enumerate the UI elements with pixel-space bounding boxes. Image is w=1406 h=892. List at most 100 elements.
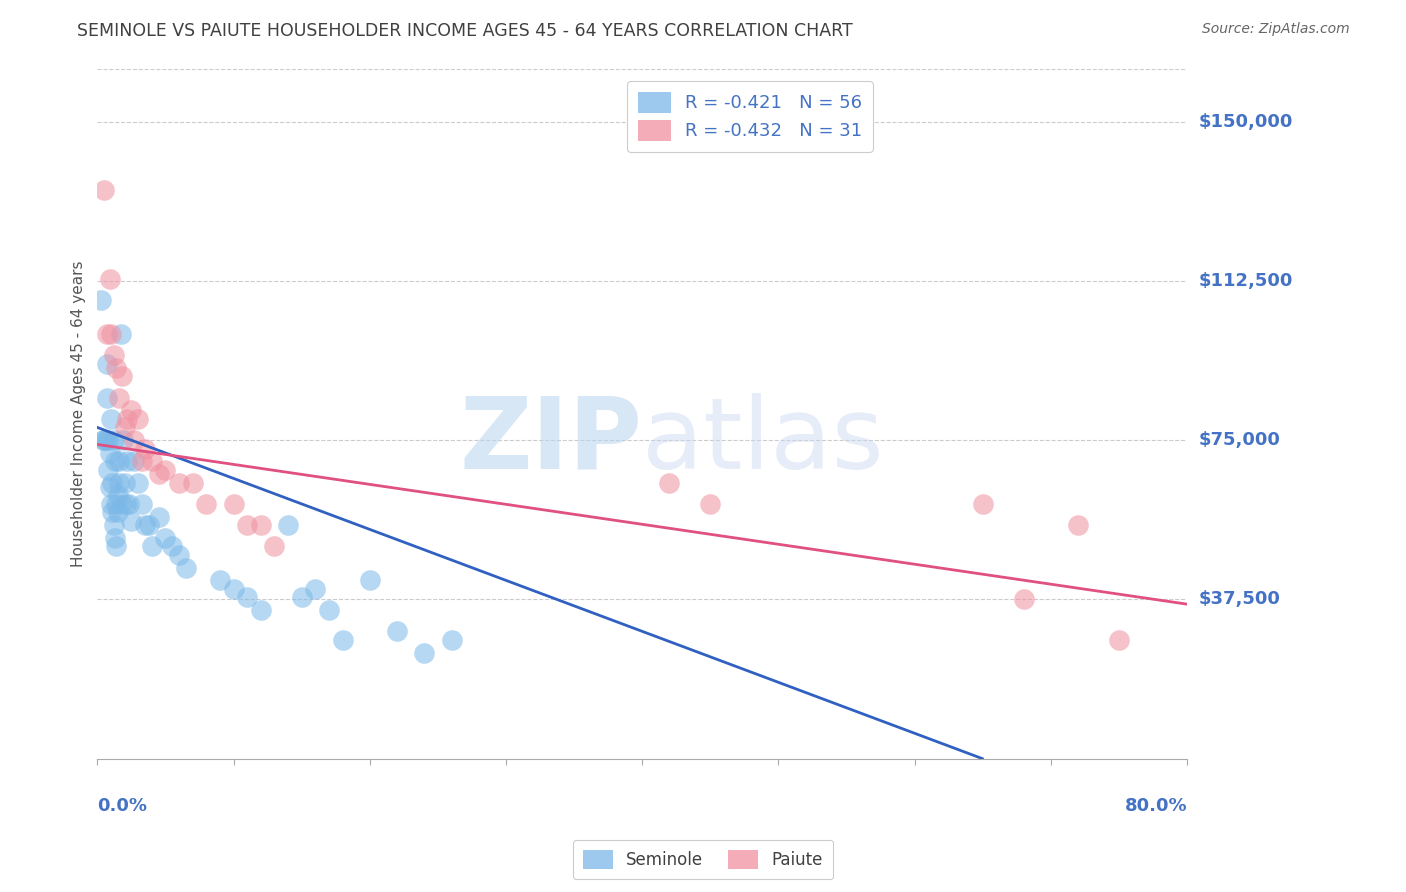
- Point: [108, 454, 131, 468]
- Text: SEMINOLE VS PAIUTE HOUSEHOLDER INCOME AGES 45 - 64 YEARS CORRELATION CHART: SEMINOLE VS PAIUTE HOUSEHOLDER INCOME AG…: [77, 22, 853, 40]
- Point: [96, 357, 118, 371]
- Point: [108, 475, 131, 490]
- Text: $112,500: $112,500: [1198, 272, 1292, 290]
- Text: $37,500: $37,500: [1198, 591, 1279, 608]
- Point: [127, 475, 149, 490]
- Point: [103, 433, 125, 447]
- Point: [98, 446, 121, 460]
- Point: [103, 348, 125, 362]
- Point: [127, 412, 149, 426]
- Point: [96, 326, 118, 341]
- Text: ZIP: ZIP: [460, 392, 643, 490]
- Point: [222, 497, 245, 511]
- Point: [236, 591, 259, 605]
- Point: [108, 391, 131, 405]
- Point: [155, 463, 177, 477]
- Legend: R = -0.421   N = 56, R = -0.432   N = 31: R = -0.421 N = 56, R = -0.432 N = 31: [627, 81, 873, 152]
- Point: [117, 412, 139, 426]
- Point: [97, 463, 120, 477]
- Point: [111, 369, 134, 384]
- Point: [385, 624, 408, 639]
- Point: [104, 531, 127, 545]
- Point: [97, 433, 120, 447]
- Point: [122, 433, 145, 447]
- Point: [105, 497, 128, 511]
- Point: [138, 518, 160, 533]
- Point: [117, 454, 139, 468]
- Point: [105, 540, 128, 554]
- Point: [107, 505, 129, 519]
- Point: [162, 540, 184, 554]
- Point: [972, 497, 994, 511]
- Point: [104, 454, 127, 468]
- Point: [195, 497, 218, 511]
- Point: [1067, 518, 1090, 533]
- Point: [131, 454, 153, 468]
- Point: [93, 433, 115, 447]
- Point: [90, 293, 112, 307]
- Point: [101, 475, 124, 490]
- Point: [100, 412, 122, 426]
- Point: [115, 497, 138, 511]
- Legend: Seminole, Paiute: Seminole, Paiute: [572, 840, 834, 880]
- Point: [181, 475, 204, 490]
- Point: [114, 420, 136, 434]
- Point: [174, 560, 197, 574]
- Point: [105, 361, 128, 376]
- Point: [134, 518, 156, 533]
- Point: [291, 591, 314, 605]
- Text: Source: ZipAtlas.com: Source: ZipAtlas.com: [1202, 22, 1350, 37]
- Point: [122, 454, 145, 468]
- Text: $150,000: $150,000: [1198, 112, 1292, 130]
- Point: [93, 183, 115, 197]
- Point: [148, 467, 170, 482]
- Point: [155, 531, 177, 545]
- Point: [94, 433, 117, 447]
- Point: [114, 475, 136, 490]
- Point: [141, 454, 163, 468]
- Point: [96, 391, 118, 405]
- Point: [332, 632, 354, 647]
- Point: [101, 505, 124, 519]
- Point: [249, 518, 271, 533]
- Text: $75,000: $75,000: [1198, 431, 1279, 450]
- Point: [1012, 592, 1035, 607]
- Y-axis label: Householder Income Ages 45 - 64 years: Householder Income Ages 45 - 64 years: [72, 260, 86, 567]
- Point: [304, 582, 326, 596]
- Point: [120, 403, 142, 417]
- Point: [236, 518, 259, 533]
- Point: [167, 548, 190, 562]
- Point: [208, 574, 231, 588]
- Point: [141, 540, 163, 554]
- Text: atlas: atlas: [643, 392, 884, 490]
- Point: [98, 272, 121, 286]
- Point: [167, 475, 190, 490]
- Point: [103, 518, 125, 533]
- Point: [118, 497, 141, 511]
- Point: [359, 574, 381, 588]
- Point: [112, 433, 135, 447]
- Point: [263, 540, 285, 554]
- Point: [110, 326, 132, 341]
- Point: [107, 488, 129, 502]
- Point: [222, 582, 245, 596]
- Point: [100, 497, 122, 511]
- Point: [120, 514, 142, 528]
- Point: [277, 518, 299, 533]
- Point: [318, 603, 340, 617]
- Point: [100, 326, 122, 341]
- Text: 0.0%: 0.0%: [97, 797, 148, 814]
- Point: [98, 480, 121, 494]
- Text: 80.0%: 80.0%: [1125, 797, 1187, 814]
- Point: [1108, 632, 1130, 647]
- Point: [440, 632, 463, 647]
- Point: [148, 509, 170, 524]
- Point: [131, 497, 153, 511]
- Point: [699, 497, 721, 511]
- Point: [91, 433, 114, 447]
- Point: [249, 603, 271, 617]
- Point: [134, 442, 156, 456]
- Point: [111, 497, 134, 511]
- Point: [413, 646, 436, 660]
- Point: [658, 475, 681, 490]
